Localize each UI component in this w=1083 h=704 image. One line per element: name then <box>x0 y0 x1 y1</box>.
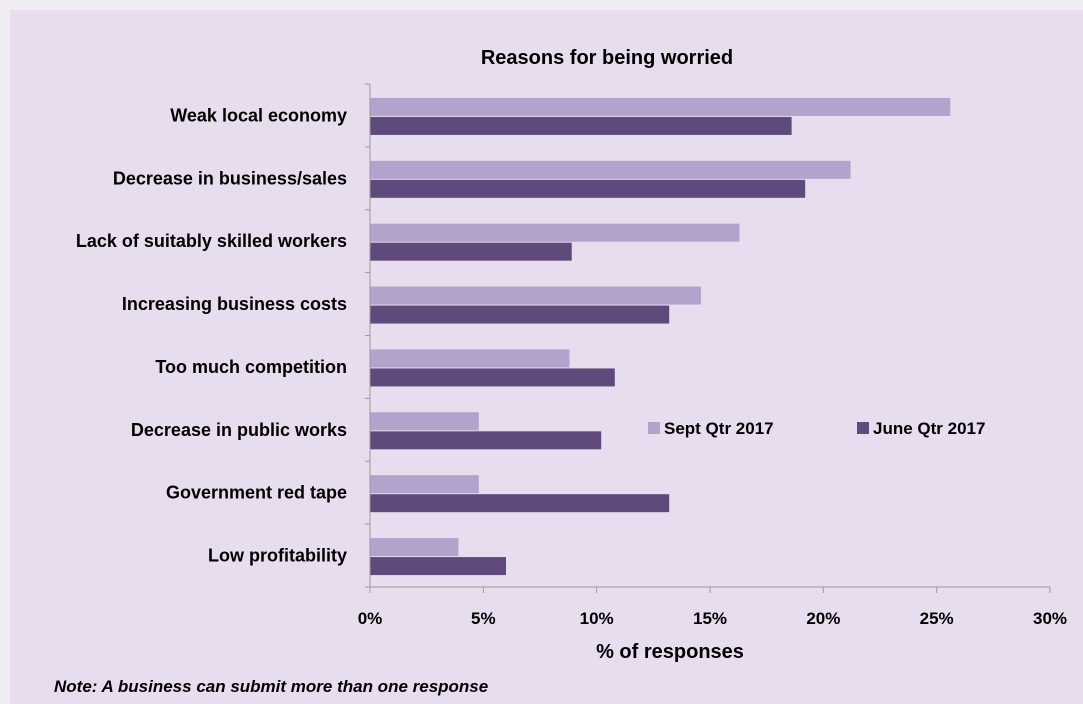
x-tick-label: 25% <box>920 609 954 628</box>
legend-label-june: June Qtr 2017 <box>873 419 985 438</box>
category-label: Decrease in business/sales <box>113 168 347 188</box>
bar-sept-6 <box>370 475 479 494</box>
bar-june-7 <box>370 557 506 576</box>
bar-chart: Reasons for being worried Weak local econ… <box>76 47 1067 663</box>
bar-june-5 <box>370 431 602 450</box>
category-label: Lack of suitably skilled workers <box>76 231 347 251</box>
x-axis-title: % of responses <box>596 641 744 663</box>
bar-sept-3 <box>370 286 701 305</box>
bar-sept-5 <box>370 412 479 431</box>
bar-june-3 <box>370 305 670 324</box>
category-label: Too much competition <box>155 357 347 377</box>
category-label: Increasing business costs <box>122 294 347 314</box>
bar-june-4 <box>370 368 615 387</box>
bar-sept-4 <box>370 349 570 368</box>
x-tick-label: 0% <box>358 609 383 628</box>
x-tick-label: 30% <box>1033 609 1067 628</box>
x-tick-label: 5% <box>471 609 496 628</box>
bar-sept-1 <box>370 160 851 179</box>
x-tick-label: 10% <box>580 609 614 628</box>
bar-june-2 <box>370 242 572 261</box>
bar-sept-0 <box>370 97 951 116</box>
category-label: Government red tape <box>166 483 347 503</box>
bar-june-1 <box>370 179 806 198</box>
footnote: Note: A business can submit more than on… <box>54 677 489 696</box>
legend-swatch-june <box>857 422 869 434</box>
legend-swatch-sept <box>648 422 660 434</box>
category-label: Weak local economy <box>170 105 347 125</box>
bar-sept-2 <box>370 223 740 242</box>
bar-sept-7 <box>370 538 459 557</box>
bar-june-6 <box>370 494 670 513</box>
chart-title: Reasons for being worried <box>481 47 733 69</box>
chart-panel: Reasons for being worried Weak local econ… <box>10 10 1083 704</box>
x-tick-label: 15% <box>693 609 727 628</box>
x-tick-label: 20% <box>806 609 840 628</box>
legend-label-sept: Sept Qtr 2017 <box>664 419 774 438</box>
category-label: Low profitability <box>208 546 347 566</box>
category-label: Decrease in public works <box>131 420 347 440</box>
bar-june-0 <box>370 116 792 135</box>
